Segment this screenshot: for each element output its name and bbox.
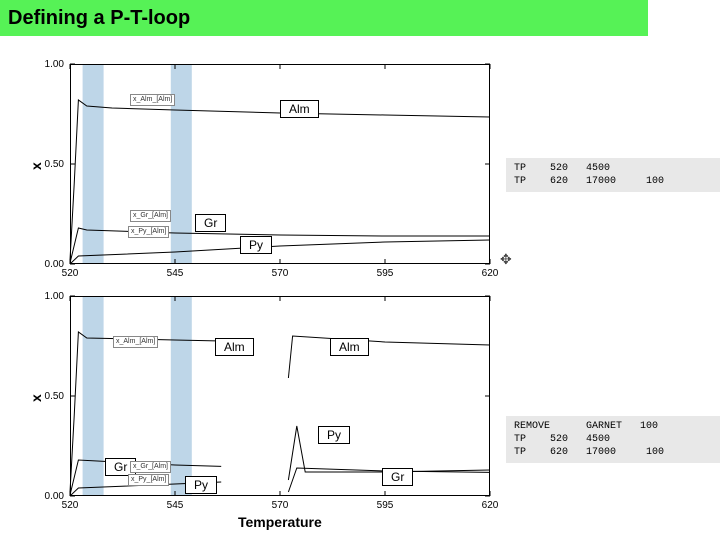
- cursor-icon: ✥: [500, 251, 512, 268]
- series-pointer-legend: x_Py_[Alm]: [128, 226, 169, 238]
- series-pointer-legend: x_Alm_[Alm]: [130, 94, 175, 106]
- series-label: Alm: [280, 100, 319, 118]
- svg-text:545: 545: [167, 268, 184, 279]
- page-title: Defining a P-T-loop: [8, 7, 190, 30]
- series-label: Gr: [195, 214, 226, 232]
- svg-text:595: 595: [377, 268, 394, 279]
- svg-text:1.00: 1.00: [45, 59, 65, 70]
- series-label: Py: [185, 476, 217, 494]
- svg-text:570: 570: [272, 500, 289, 511]
- svg-text:620: 620: [482, 268, 499, 279]
- series-label: Alm: [330, 338, 369, 356]
- x-axis-label: Temperature: [238, 514, 322, 530]
- series-label: Alm: [215, 338, 254, 356]
- svg-text:520: 520: [62, 500, 79, 511]
- svg-text:0.50: 0.50: [45, 391, 65, 402]
- svg-text:620: 620: [482, 500, 499, 511]
- series-pointer-legend: x_Gr_[Alm]: [130, 461, 171, 473]
- series-label: Py: [318, 426, 350, 444]
- title-band: Defining a P-T-loop: [0, 0, 648, 36]
- code-box-top: TP 520 4500 TP 620 17000 100: [506, 158, 720, 192]
- series-pointer-legend: x_Py_[Alm]: [128, 474, 169, 486]
- series-pointer-legend: x_Gr_[Alm]: [130, 210, 171, 222]
- code-box-bottom: REMOVE GARNET 100 TP 520 4500 TP 620 170…: [506, 416, 720, 463]
- svg-text:570: 570: [272, 268, 289, 279]
- svg-text:545: 545: [167, 500, 184, 511]
- series-label: Py: [240, 236, 272, 254]
- top-chart: 0.000.501.00520545570595620 AlmGrPyx_Alm…: [70, 64, 490, 264]
- y-axis-label-top: x: [28, 162, 44, 170]
- svg-text:520: 520: [62, 268, 79, 279]
- svg-text:0.50: 0.50: [45, 159, 65, 170]
- svg-text:1.00: 1.00: [45, 291, 65, 302]
- series-label: Gr: [382, 468, 413, 486]
- series-pointer-legend: x_Alm_[Alm]: [113, 336, 158, 348]
- bottom-chart: 0.000.501.00520545570595620 AlmAlmGrPyPy…: [70, 296, 490, 496]
- svg-text:595: 595: [377, 500, 394, 511]
- y-axis-label-bottom: x: [28, 394, 44, 402]
